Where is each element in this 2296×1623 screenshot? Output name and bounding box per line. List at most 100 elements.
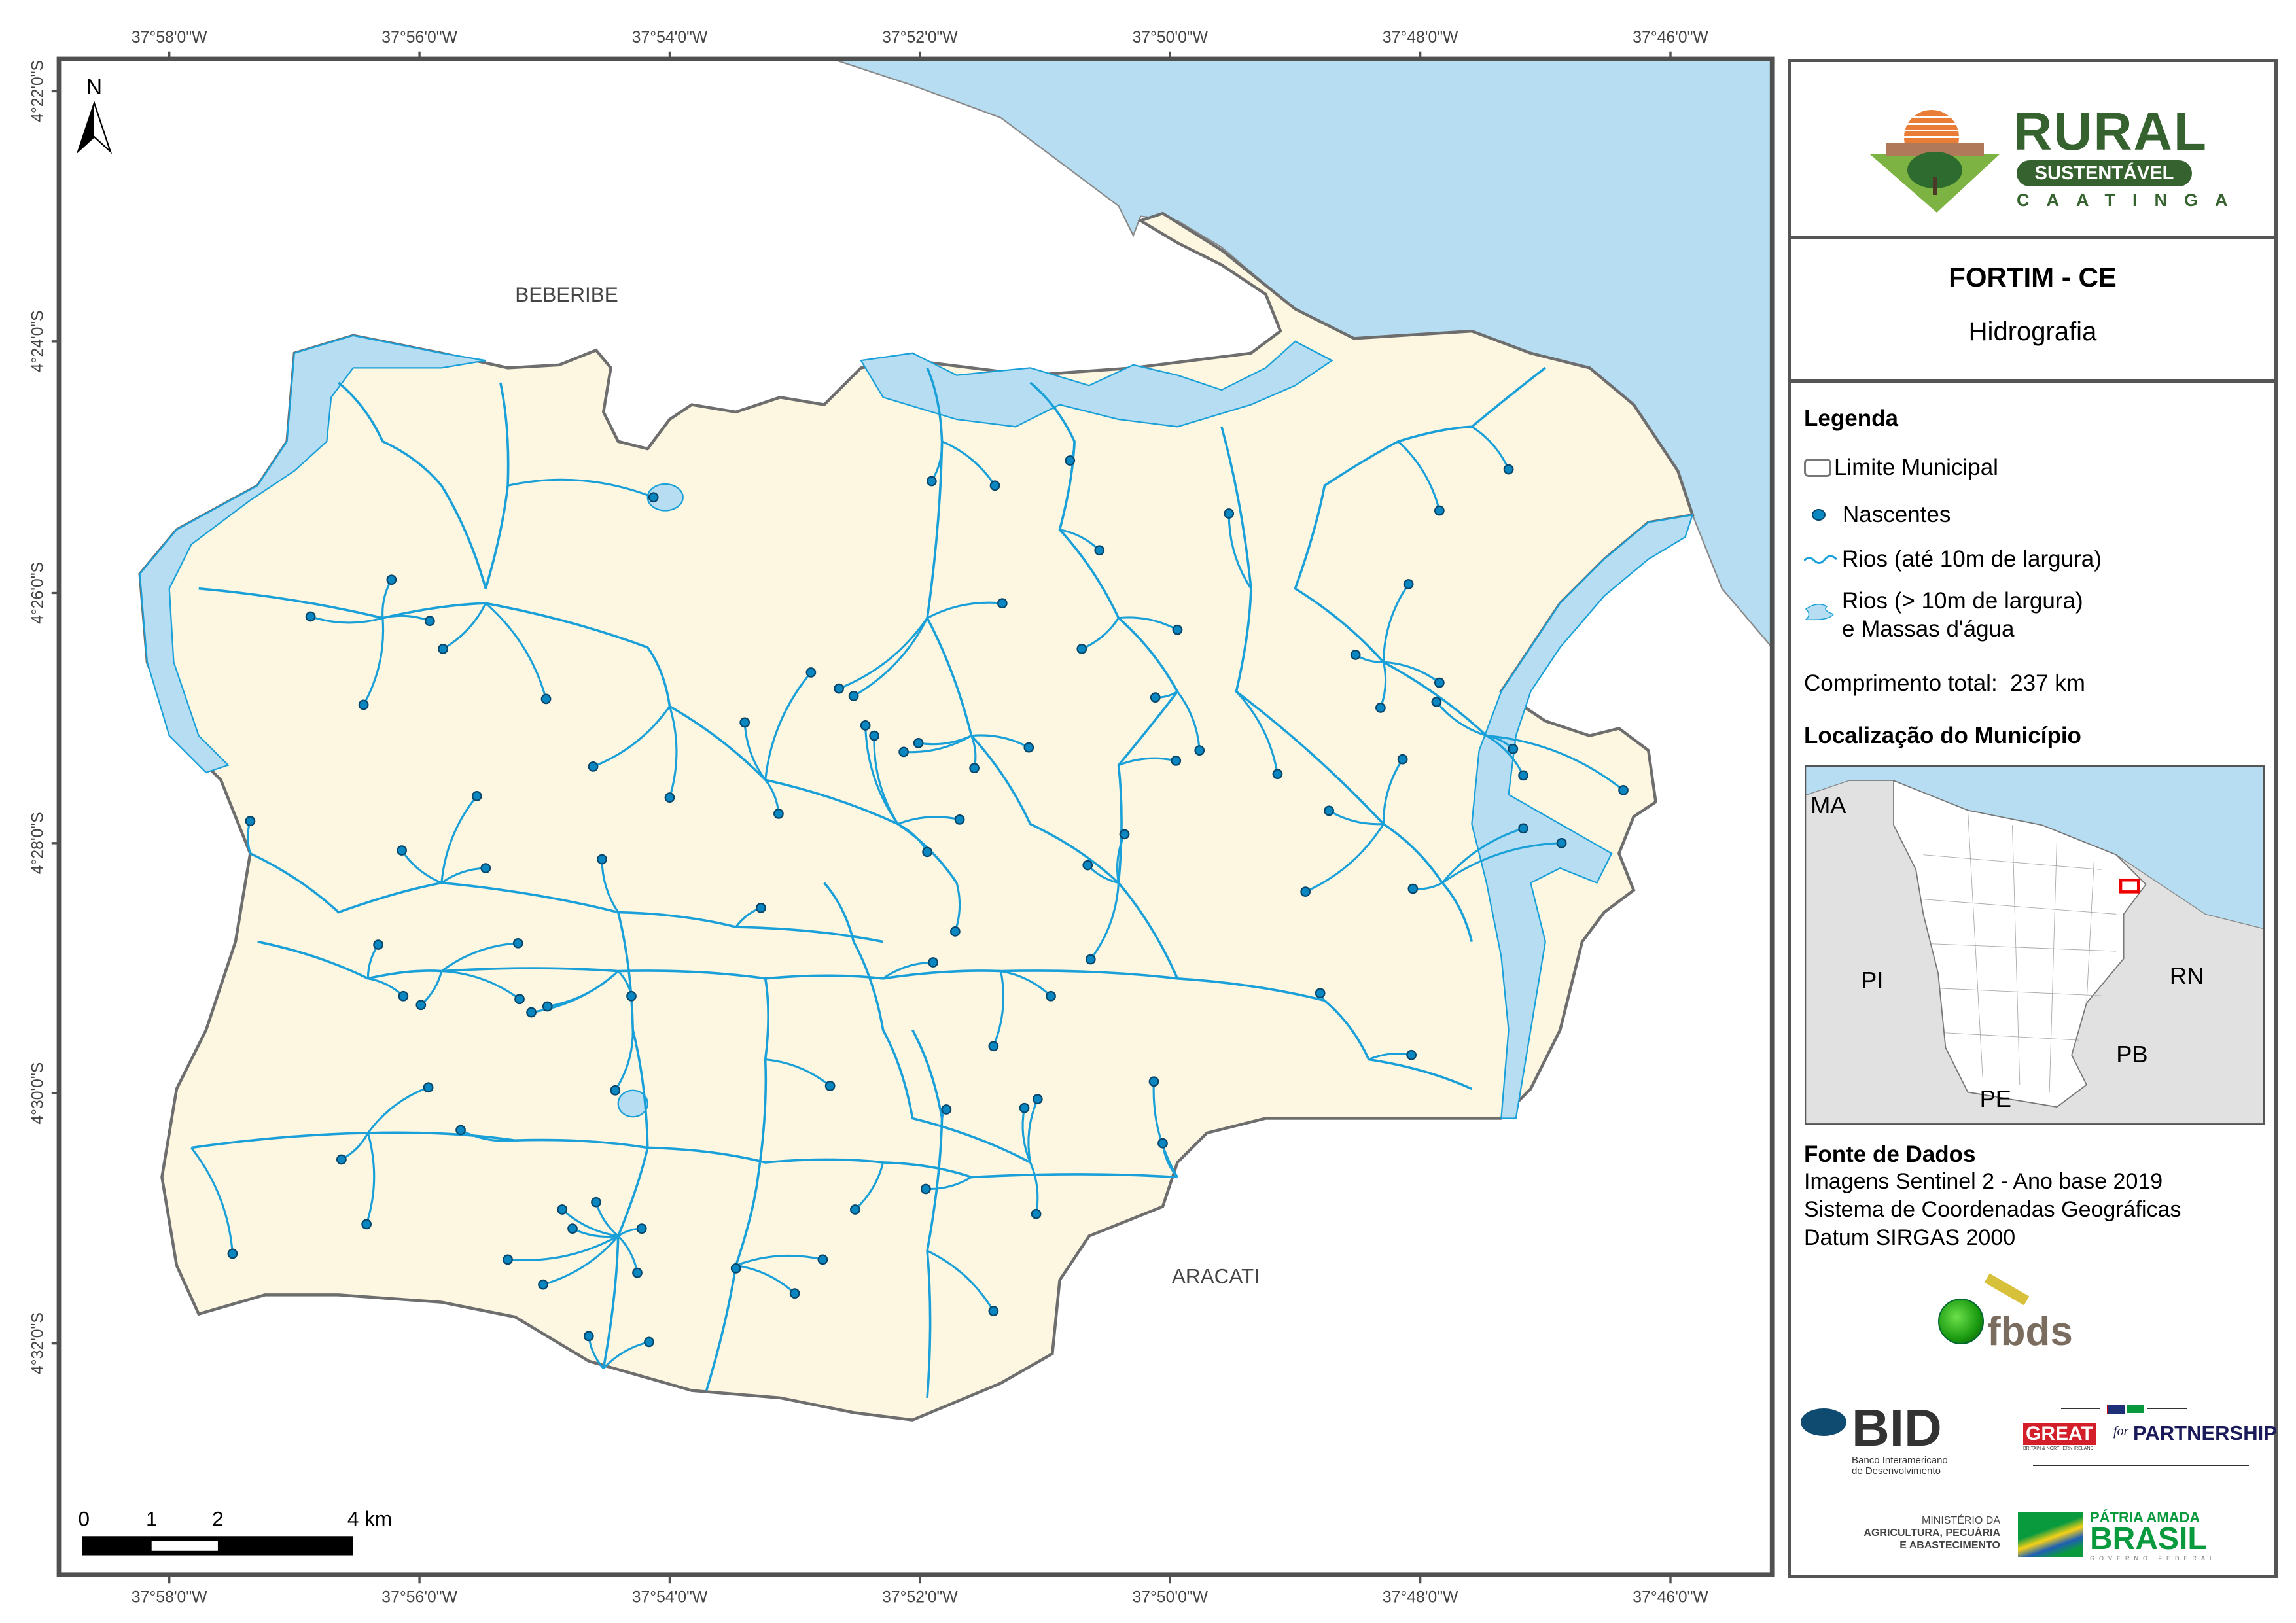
spring-point xyxy=(1150,692,1161,703)
river-line-icon xyxy=(1804,555,1837,564)
spring-point xyxy=(1434,677,1445,688)
spring-point xyxy=(336,1154,347,1165)
spring-point xyxy=(398,990,409,1002)
river-line xyxy=(1441,842,1562,884)
bottom-tick-label: 37°50'0"W xyxy=(1132,1589,1208,1607)
spring-point xyxy=(386,574,397,585)
river-line xyxy=(561,1208,618,1237)
graticule-labels: 37°58'0"W 37°58'0"W 37°56'0"W 37°56'0"W 37°5… xyxy=(29,29,1708,1606)
spring-point xyxy=(588,761,599,772)
spring-point xyxy=(1350,650,1361,660)
river-line xyxy=(542,1235,619,1286)
location-marker-icon xyxy=(2119,878,2140,894)
spring-point xyxy=(540,693,552,705)
top-tick-label: 37°58'0"W xyxy=(132,29,207,46)
river-line xyxy=(1471,425,1510,470)
spring-point xyxy=(438,644,448,654)
river-line xyxy=(547,970,619,1008)
river-line xyxy=(1152,1081,1178,1178)
spring-point xyxy=(245,816,256,826)
spring-point xyxy=(1148,1076,1159,1087)
spring-point xyxy=(817,1254,828,1265)
river-line xyxy=(823,882,1031,1164)
bottom-tick-label: 37°52'0"W xyxy=(882,1589,958,1607)
spring-point xyxy=(756,902,766,913)
state-label-pe: PE xyxy=(1980,1085,2011,1112)
spring-point xyxy=(423,1082,434,1093)
great-partnership-logo: GREAT BRITAIN & NORTHERN IRELAND for PAR… xyxy=(2023,1403,2277,1495)
spring-point xyxy=(626,990,637,1002)
spring-point xyxy=(922,846,932,858)
river-line xyxy=(927,601,1002,620)
spring-point xyxy=(471,791,482,801)
spring-point xyxy=(1031,1208,1042,1219)
spring-point xyxy=(941,1104,952,1115)
legend-item-water-bodies: Rios (> 10m de largura) e Massas d'água xyxy=(1804,587,2083,643)
top-tick-label: 37°54'0"W xyxy=(632,29,708,46)
spring-point xyxy=(1556,837,1567,848)
data-sources: Fonte de Dados Imagens Sentinel 2 - Ano … xyxy=(1804,1142,2181,1250)
bottom-tick-label: 37°56'0"W xyxy=(381,1589,457,1607)
river-line xyxy=(668,706,678,798)
spring-point xyxy=(1082,860,1093,871)
river-line xyxy=(1397,440,1441,511)
spring-point xyxy=(1032,1094,1043,1105)
location-heading: Localização do Município xyxy=(1804,723,2081,748)
state-label-pi: PI xyxy=(1861,967,1883,994)
spring-point xyxy=(557,1204,568,1215)
river-line xyxy=(927,1249,995,1312)
river-line xyxy=(190,1147,234,1254)
spring-point xyxy=(1272,769,1283,780)
spring-point xyxy=(512,937,523,949)
left-tick-label: 4°26'0"S xyxy=(29,562,46,624)
jaguaribe-estuary xyxy=(1471,514,1694,1119)
river-line xyxy=(1486,735,1525,777)
spring-point xyxy=(526,1007,537,1018)
divider xyxy=(1791,236,2274,239)
spring-point xyxy=(664,792,675,803)
left-tick-label: 4°30'0"S xyxy=(29,1062,46,1125)
river-line xyxy=(1000,970,1052,997)
lake xyxy=(646,483,684,512)
top-tick-label: 37°50'0"W xyxy=(1132,29,1208,46)
divider xyxy=(1791,379,2274,383)
lagoon-water xyxy=(860,340,1333,428)
svg-text:N: N xyxy=(86,75,102,99)
bid-logo: BID Banco Interamericano de Desenvolvimen… xyxy=(1801,1399,2004,1488)
river-line xyxy=(249,852,883,943)
bottom-tick-label: 37°48'0"W xyxy=(1383,1589,1458,1607)
place-label-beberibe: BEBERIBE xyxy=(515,283,618,306)
spring-point xyxy=(1618,785,1629,795)
logo-sustentavel-text: SUSTENTÁVEL xyxy=(2017,160,2192,186)
river-line xyxy=(1089,882,1120,960)
spring-point xyxy=(1434,505,1445,516)
spring-point xyxy=(1407,883,1419,894)
spring-point xyxy=(397,845,407,856)
scale-bar: 0 1 2 4 km xyxy=(78,1507,392,1556)
river-line xyxy=(441,969,520,1000)
river-line xyxy=(1176,691,1201,751)
legend-item-boundary: Limite Municipal xyxy=(1804,455,1998,481)
spring-point xyxy=(949,926,961,937)
spring-point xyxy=(1172,624,1183,635)
governo-federal-logo: PÁTRIA AMADA BRASIL GOVERNO FEDERAL xyxy=(2018,1509,2273,1568)
river-line xyxy=(507,1235,619,1262)
svg-text:4 km: 4 km xyxy=(347,1507,392,1531)
spring-point xyxy=(1224,508,1235,519)
river-line xyxy=(1486,735,1625,792)
spring-point xyxy=(373,939,383,950)
place-label-aracati: ARACATI xyxy=(1172,1264,1260,1287)
spring-point xyxy=(1019,1102,1030,1113)
logo-rural-text: RURAL xyxy=(2013,102,2208,162)
boundary-swatch-icon xyxy=(1804,459,1831,477)
river-line xyxy=(743,722,766,781)
spring-point xyxy=(480,863,491,873)
river-line xyxy=(507,478,654,498)
river-line xyxy=(440,942,518,972)
map-frame xyxy=(56,56,1775,1577)
river-line xyxy=(735,1254,823,1266)
river-line xyxy=(603,1340,650,1369)
spring-point xyxy=(361,1219,372,1230)
spring-point xyxy=(989,480,1000,491)
